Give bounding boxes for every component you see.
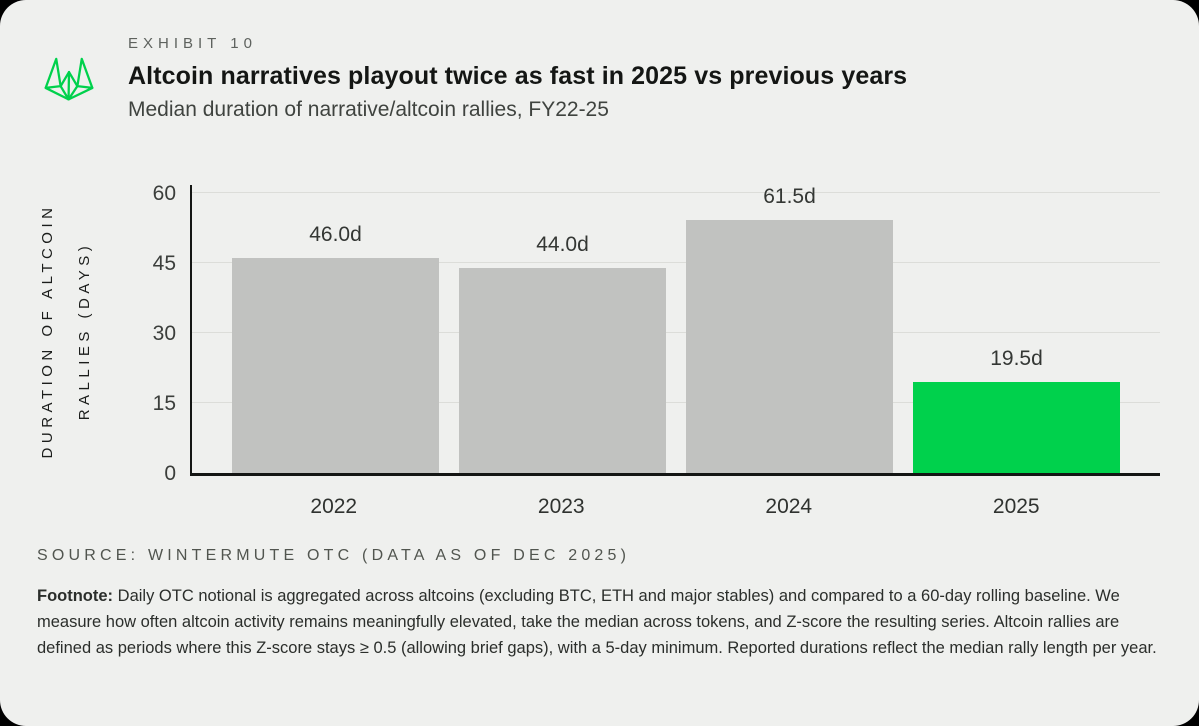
bar-slot-2025: 19.5d	[903, 185, 1130, 473]
footnote-label: Footnote:	[37, 587, 114, 605]
chart-subtitle: Median duration of narrative/altcoin ral…	[128, 98, 609, 121]
x-axis-labels: 2022 2023 2024 2025	[190, 495, 1160, 519]
gridline-60	[192, 192, 1160, 193]
y-tick-label-45: 45	[152, 252, 176, 275]
bar-slot-2023: 44.0d	[449, 185, 676, 473]
bar-2025	[913, 382, 1120, 473]
bar-value-label-2025: 19.5d	[990, 347, 1043, 370]
y-tick-label-15: 15	[152, 392, 176, 415]
bar-2024	[686, 220, 893, 473]
bar-2022	[232, 258, 439, 473]
y-tick-label-0: 0	[164, 462, 176, 485]
bar-value-label-2022: 46.0d	[309, 223, 362, 247]
gridline-15	[192, 402, 1160, 403]
chart-title: Altcoin narratives playout twice as fast…	[128, 62, 908, 90]
bars-row: 46.0d 44.0d 61.5d 19.5d	[192, 185, 1160, 473]
source-text: SOURCE: WINTERMUTE OTC (DATA AS OF DEC 2…	[37, 547, 631, 564]
gridline-45	[192, 262, 1160, 263]
footnote-text: Daily OTC notional is aggregated across …	[37, 587, 1157, 657]
y-tick-label-30: 30	[152, 322, 176, 345]
x-axis-label-2024: 2024	[765, 495, 813, 518]
x-axis-label-2025: 2025	[992, 495, 1040, 518]
exhibit-label: EXHIBIT 10	[128, 35, 257, 52]
gridline-30	[192, 332, 1160, 333]
bar-2023	[459, 267, 666, 473]
y-tick-label-60: 60	[152, 182, 176, 205]
x-axis-label-2022: 2022	[310, 495, 358, 518]
bar-slot-2024: 61.5d	[676, 185, 903, 473]
wintermute-logo-icon	[44, 57, 94, 101]
x-axis-label-2023: 2023	[537, 495, 585, 518]
footnote: Footnote: Daily OTC notional is aggregat…	[37, 584, 1165, 662]
plot-area: 46.0d 44.0d 61.5d 19.5d	[190, 185, 1160, 476]
bar-slot-2022: 46.0d	[222, 185, 449, 473]
chart-header: EXHIBIT 10 Altcoin narratives playout tw…	[128, 35, 907, 122]
y-tick-labels: 0 15 30 45 60	[0, 182, 176, 485]
bar-value-label-2023: 44.0d	[536, 232, 589, 256]
bar-value-label-2024: 61.5d	[763, 185, 816, 208]
